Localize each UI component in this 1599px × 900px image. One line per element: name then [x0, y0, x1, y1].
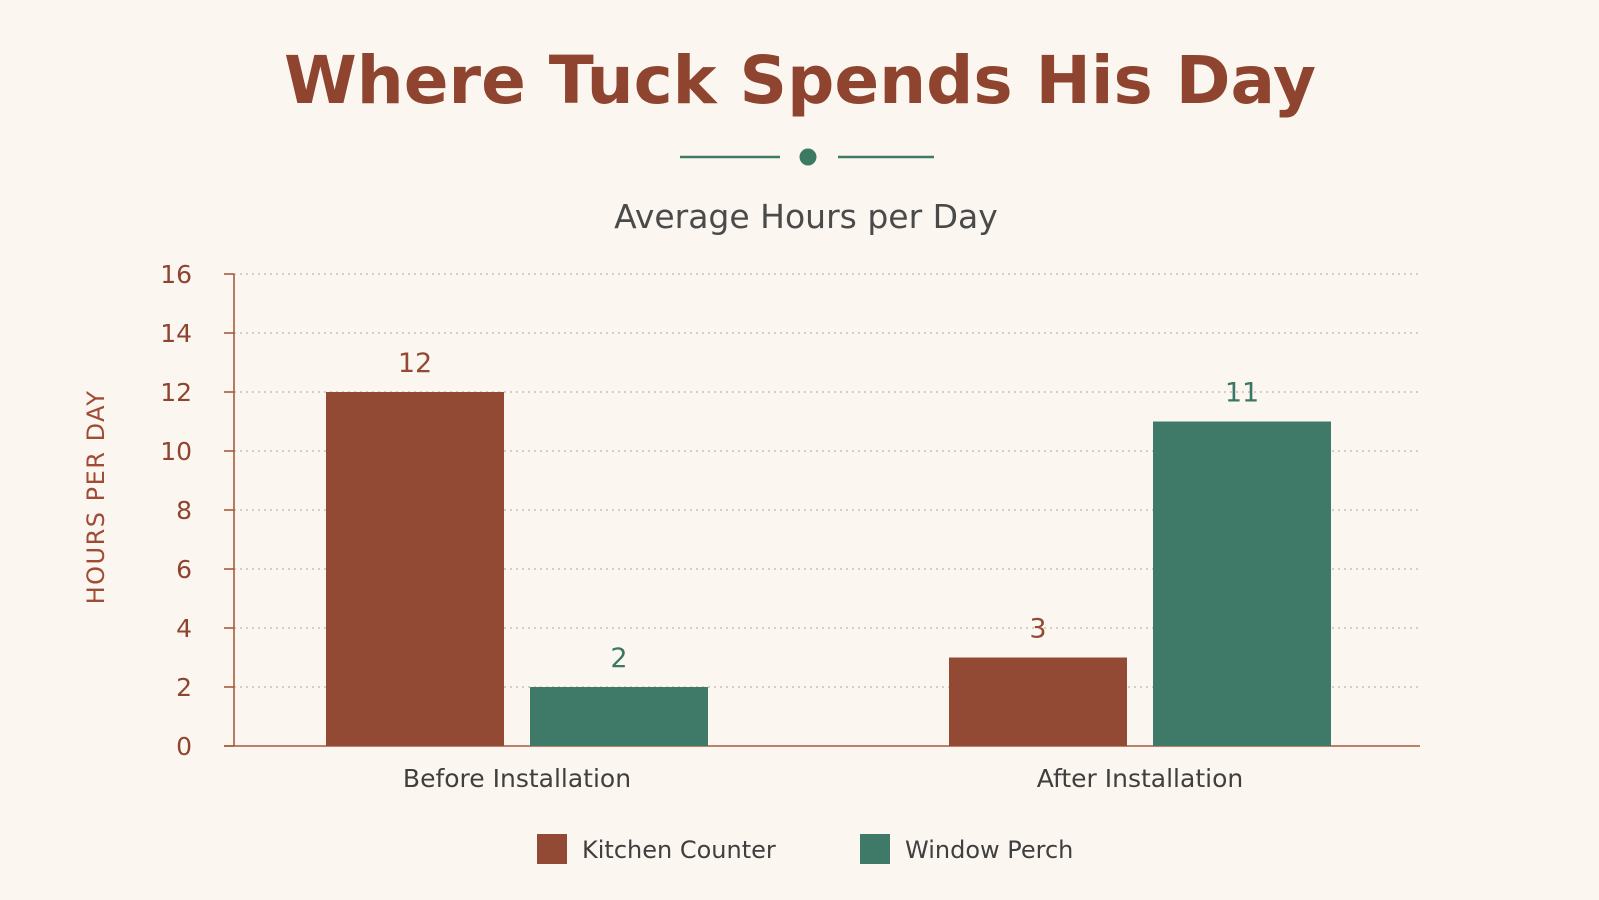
value-labels: 12 2 3 11: [398, 348, 1259, 674]
data-label: 2: [610, 643, 627, 674]
x-axis-ticks: Before Installation After Installation: [403, 764, 1243, 793]
data-label: 3: [1029, 614, 1046, 645]
x-tick-label: Before Installation: [403, 764, 631, 793]
legend-swatch: [860, 834, 890, 864]
data-label: 12: [398, 348, 432, 379]
title-divider: [680, 148, 934, 166]
bar-window-perch: [530, 687, 708, 746]
x-tick-label: After Installation: [1037, 764, 1243, 793]
data-label: 11: [1225, 378, 1259, 409]
y-axis-label: HOURS PER DAY: [82, 390, 110, 605]
chart-subtitle: Average Hours per Day: [614, 197, 998, 236]
bars: [326, 392, 1331, 746]
legend-label: Window Perch: [905, 836, 1073, 864]
y-tick-label: 16: [160, 260, 192, 289]
divider-dot: [799, 148, 817, 166]
bar-kitchen-counter: [949, 657, 1127, 746]
y-tick-label: 2: [176, 673, 192, 702]
y-tick-label: 0: [176, 732, 192, 761]
legend-swatch: [537, 834, 567, 864]
legend-label: Kitchen Counter: [582, 836, 776, 864]
legend: Kitchen Counter Window Perch: [537, 834, 1073, 864]
bar-window-perch: [1153, 421, 1331, 746]
y-tick-label: 14: [160, 319, 192, 348]
y-tick-label: 10: [160, 437, 192, 466]
y-tick-label: 8: [176, 496, 192, 525]
y-axis-ticks: 0 2 4 6 8 10 12 14 16: [160, 260, 234, 761]
y-tick-label: 6: [176, 555, 192, 584]
chart-title: Where Tuck Spends His Day: [284, 42, 1316, 119]
y-tick-label: 4: [176, 614, 192, 643]
bar-kitchen-counter: [326, 392, 504, 746]
y-tick-label: 12: [160, 378, 192, 407]
